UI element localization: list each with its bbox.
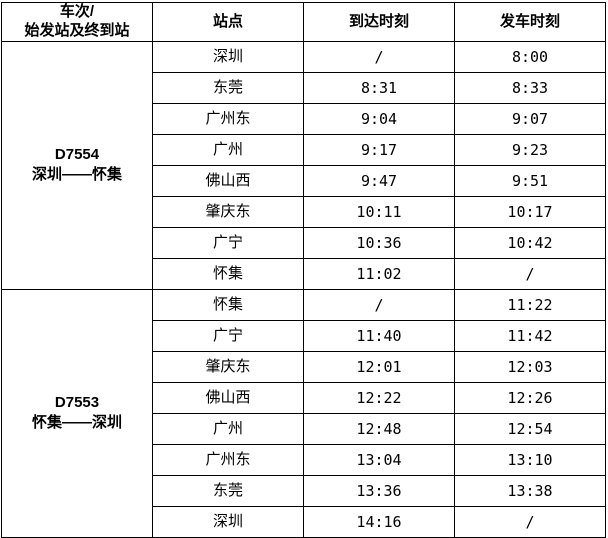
timetable-row: 广州 9:17 9:23 xyxy=(2,134,606,166)
departure-cell: 8:33 xyxy=(454,72,606,104)
train-group-d7553: D7553 怀集——深圳 xyxy=(1,289,153,538)
arrival-cell: 9:17 xyxy=(303,134,455,166)
departure-cell: 10:42 xyxy=(454,227,606,259)
timetable-row: 肇庆东 10:11 10:17 xyxy=(2,196,606,228)
timetable-row: 广宁 10:36 10:42 xyxy=(2,227,606,259)
timetable-row: 深圳 14:16 / xyxy=(2,506,606,538)
departure-cell: 12:26 xyxy=(454,382,606,414)
departure-cell: 8:00 xyxy=(454,41,606,73)
arrival-cell: 13:36 xyxy=(303,475,455,507)
arrival-cell: 8:31 xyxy=(303,72,455,104)
train-route: 怀集——深圳 xyxy=(31,414,122,431)
station-cell: 怀集 xyxy=(152,258,304,290)
arrival-cell: 9:04 xyxy=(303,103,455,135)
arrival-cell: 10:36 xyxy=(303,227,455,259)
arrival-cell: 11:02 xyxy=(303,258,455,290)
train-group-d7554: D7554 深圳——怀集 xyxy=(1,41,153,290)
arrival-cell: 12:48 xyxy=(303,413,455,445)
station-cell: 广州 xyxy=(152,134,304,166)
station-cell: 佛山西 xyxy=(152,165,304,197)
station-cell: 深圳 xyxy=(152,506,304,538)
col-header-train: 车次/ 始发站及终到站 xyxy=(1,2,153,42)
departure-cell: 13:38 xyxy=(454,475,606,507)
col-header-departure: 发车时刻 xyxy=(454,2,606,42)
departure-cell: 9:07 xyxy=(454,103,606,135)
station-cell: 东莞 xyxy=(152,72,304,104)
departure-cell: 12:03 xyxy=(454,351,606,383)
timetable-row: 佛山西 9:47 9:51 xyxy=(2,165,606,197)
train-number: D7553 xyxy=(54,394,100,412)
departure-cell: / xyxy=(454,506,606,538)
table-header-row: 车次/ 始发站及终到站 站点 到达时刻 发车时刻 xyxy=(1,2,606,42)
arrival-cell: / xyxy=(303,289,455,321)
departure-cell: 11:22 xyxy=(454,289,606,321)
departure-cell: 13:10 xyxy=(454,444,606,476)
station-cell: 肇庆东 xyxy=(152,351,304,383)
timetable-row: 东莞 8:31 8:33 xyxy=(2,72,606,104)
col-header-station: 站点 xyxy=(152,2,304,42)
departure-cell: 9:51 xyxy=(454,165,606,197)
col-header-arrival: 到达时刻 xyxy=(303,2,455,42)
timetable-row: 东莞 13:36 13:38 xyxy=(2,475,606,507)
station-cell: 广州东 xyxy=(152,444,304,476)
station-cell: 广州东 xyxy=(152,103,304,135)
station-cell: 东莞 xyxy=(152,475,304,507)
station-cell: 怀集 xyxy=(152,289,304,321)
col-header-train-line2: 始发站及终到站 xyxy=(24,22,130,39)
timetable-row: D7553 怀集——深圳 怀集 / 11:22 xyxy=(1,289,606,538)
arrival-cell: 9:47 xyxy=(303,165,455,197)
arrival-cell: 13:04 xyxy=(303,444,455,476)
col-header-train-line1: 车次/ xyxy=(59,3,95,21)
station-cell: 广宁 xyxy=(152,320,304,352)
arrival-cell: 11:40 xyxy=(303,320,455,352)
departure-cell: / xyxy=(454,258,606,290)
departure-cell: 12:54 xyxy=(454,413,606,445)
timetable-row: 广州东 9:04 9:07 xyxy=(2,103,606,135)
station-cell: 广宁 xyxy=(152,227,304,259)
station-cell: 佛山西 xyxy=(152,382,304,414)
arrival-cell: 12:22 xyxy=(303,382,455,414)
train-route: 深圳——怀集 xyxy=(31,166,122,183)
departure-cell: 11:42 xyxy=(454,320,606,352)
arrival-cell: 10:11 xyxy=(303,196,455,228)
departure-cell: 9:23 xyxy=(454,134,606,166)
train-number: D7554 xyxy=(54,146,100,164)
timetable-row: D7554 深圳——怀集 深圳 / 8:00 xyxy=(1,41,606,290)
arrival-cell: / xyxy=(303,41,455,73)
station-cell: 广州 xyxy=(152,413,304,445)
timetable-row: 广州 12:48 12:54 xyxy=(2,413,606,445)
station-cell: 肇庆东 xyxy=(152,196,304,228)
station-cell: 深圳 xyxy=(152,41,304,73)
departure-cell: 10:17 xyxy=(454,196,606,228)
arrival-cell: 14:16 xyxy=(303,506,455,538)
arrival-cell: 12:01 xyxy=(303,351,455,383)
timetable-row: 怀集 11:02 / xyxy=(2,258,606,290)
